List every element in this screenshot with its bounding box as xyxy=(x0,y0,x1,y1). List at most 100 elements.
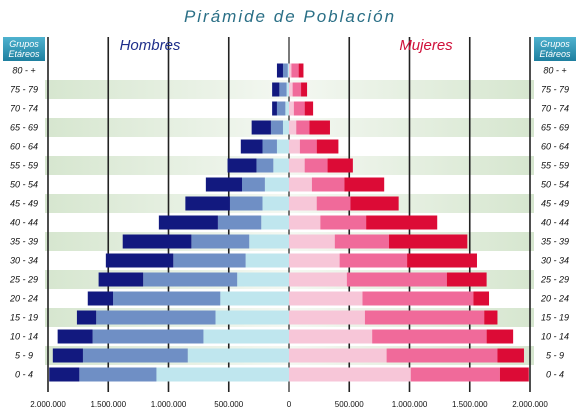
female-bar-segment xyxy=(301,82,308,97)
male-bar-segment xyxy=(52,348,83,363)
x-tick-label: 1.000.000 xyxy=(392,400,428,409)
male-bar-segment xyxy=(76,310,97,325)
male-bar-segment xyxy=(143,272,238,287)
age-label-right: 65 - 69 xyxy=(541,123,569,133)
female-bar-segment xyxy=(364,310,485,325)
age-label-right: 55 - 59 xyxy=(541,161,569,171)
female-bar-segment xyxy=(320,215,367,230)
male-bar-segment xyxy=(287,63,289,78)
male-bar-segment xyxy=(242,177,265,192)
male-bar-segment xyxy=(229,196,263,211)
age-label-right: 75 - 79 xyxy=(541,85,569,95)
female-bar-segment xyxy=(289,196,317,211)
female-bar-segment xyxy=(499,367,529,382)
female-series-label: Mujeres xyxy=(399,37,453,54)
male-bar-segment xyxy=(270,120,283,135)
age-label-left: 55 - 59 xyxy=(10,161,38,171)
age-label-left: 60 - 64 xyxy=(10,142,38,152)
age-label-right: 25 - 29 xyxy=(540,275,569,285)
x-tick-label: 2.000.000 xyxy=(30,400,66,409)
female-bar-segment xyxy=(289,291,363,306)
male-bar-segment xyxy=(96,310,216,325)
age-group-header-left-line2: Etáreos xyxy=(8,49,40,59)
age-label-right: 40 - 44 xyxy=(541,218,569,228)
female-bar-segment xyxy=(289,139,300,154)
age-label-left: 30 - 34 xyxy=(10,256,38,266)
age-label-right: 30 - 34 xyxy=(541,256,569,266)
female-bar-segment xyxy=(289,367,411,382)
male-bar-segment xyxy=(245,253,289,268)
x-tick-label: 1.500.000 xyxy=(452,400,488,409)
age-group-header-right xyxy=(534,37,576,61)
age-label-right: 20 - 24 xyxy=(540,294,569,304)
bars xyxy=(49,63,529,382)
age-label-right: 0 - 4 xyxy=(546,370,564,380)
female-bar-segment xyxy=(362,291,474,306)
male-bar-segment xyxy=(262,196,289,211)
age-label-left: 45 - 49 xyxy=(10,199,38,209)
male-bar-segment xyxy=(279,82,287,97)
male-bar-segment xyxy=(215,310,289,325)
age-label-right: 45 - 49 xyxy=(541,199,569,209)
male-series-label: Hombres xyxy=(120,37,181,54)
age-label-left: 65 - 69 xyxy=(10,123,38,133)
age-label-right: 35 - 39 xyxy=(541,237,569,247)
age-label-left: 20 - 24 xyxy=(9,294,38,304)
male-bar-segment xyxy=(285,101,289,116)
age-label-right: 15 - 19 xyxy=(541,313,569,323)
age-label-left: 25 - 29 xyxy=(9,275,38,285)
male-bar-segment xyxy=(273,158,289,173)
female-bar-segment xyxy=(339,253,408,268)
female-bar-segment xyxy=(298,63,304,78)
male-bar-segment xyxy=(57,329,93,344)
female-bar-segment xyxy=(293,101,305,116)
male-bar-segment xyxy=(251,120,271,135)
female-bar-segment xyxy=(327,158,353,173)
male-bar-segment xyxy=(227,158,257,173)
female-bar-segment xyxy=(473,291,490,306)
female-bar-segment xyxy=(316,139,339,154)
age-label-right: 60 - 64 xyxy=(541,142,569,152)
age-label-left: 0 - 4 xyxy=(15,370,33,380)
male-bar-segment xyxy=(220,291,289,306)
age-label-left: 70 - 74 xyxy=(10,104,38,114)
female-bar-segment xyxy=(304,158,328,173)
female-bar-segment xyxy=(304,101,314,116)
male-bar-segment xyxy=(173,253,246,268)
male-bar-segment xyxy=(249,234,289,249)
female-bar-segment xyxy=(407,253,477,268)
female-bar-segment xyxy=(296,120,310,135)
age-label-left: 35 - 39 xyxy=(10,237,38,247)
female-bar-segment xyxy=(289,215,321,230)
female-bar-segment xyxy=(346,272,447,287)
age-group-header-left-line1: Grupos xyxy=(9,39,39,49)
female-bar-segment xyxy=(344,177,385,192)
female-bar-segment xyxy=(366,215,438,230)
male-bar-segment xyxy=(187,348,289,363)
male-bar-segment xyxy=(158,215,218,230)
age-labels: 80 - + 80 - + 75 - 79 75 - 79 70 - 74 70 - 74… xyxy=(9,66,569,380)
x-tick-label: 1.000.000 xyxy=(151,400,187,409)
age-label-right: 5 - 9 xyxy=(546,351,564,361)
female-bar-segment xyxy=(289,158,305,173)
age-label-right: 10 - 14 xyxy=(541,332,569,342)
female-bar-segment xyxy=(289,120,297,135)
male-bar-segment xyxy=(87,291,114,306)
female-bar-segment xyxy=(389,234,468,249)
male-bar-segment xyxy=(82,348,188,363)
male-bar-segment xyxy=(185,196,230,211)
x-tick-label: 2.000.000 xyxy=(512,400,548,409)
female-bar-segment xyxy=(292,82,302,97)
female-bar-segment xyxy=(299,139,317,154)
male-bar-segment xyxy=(122,234,192,249)
female-bar-segment xyxy=(446,272,487,287)
age-group-header-right-line2: Etáreos xyxy=(539,49,571,59)
female-bar-segment xyxy=(311,177,345,192)
x-tick-labels: 2.000.000 1.500.000 1.000.000 500.000 0 500.0… xyxy=(30,400,548,409)
female-bar-segment xyxy=(289,348,387,363)
male-bar-segment xyxy=(205,177,243,192)
female-bar-segment xyxy=(372,329,487,344)
female-bar-segment xyxy=(289,310,365,325)
female-bar-segment xyxy=(316,196,351,211)
female-bar-segment xyxy=(289,82,293,97)
